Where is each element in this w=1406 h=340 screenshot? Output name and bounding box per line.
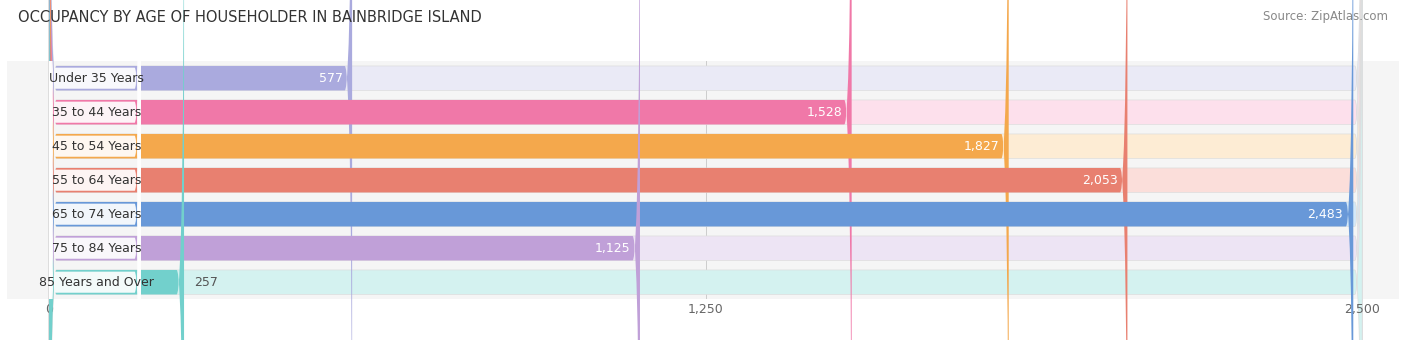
- FancyBboxPatch shape: [49, 0, 1362, 340]
- FancyBboxPatch shape: [49, 0, 141, 340]
- Text: 45 to 54 Years: 45 to 54 Years: [52, 140, 142, 153]
- FancyBboxPatch shape: [49, 0, 141, 340]
- Text: 55 to 64 Years: 55 to 64 Years: [52, 174, 142, 187]
- Text: 85 Years and Over: 85 Years and Over: [39, 276, 155, 289]
- FancyBboxPatch shape: [49, 0, 1362, 340]
- FancyBboxPatch shape: [49, 0, 1128, 340]
- FancyBboxPatch shape: [49, 0, 184, 340]
- Text: 577: 577: [319, 72, 343, 85]
- FancyBboxPatch shape: [49, 0, 141, 340]
- FancyBboxPatch shape: [49, 0, 1362, 340]
- Text: 1,827: 1,827: [963, 140, 1000, 153]
- FancyBboxPatch shape: [49, 0, 1362, 340]
- FancyBboxPatch shape: [49, 0, 1353, 340]
- FancyBboxPatch shape: [49, 0, 141, 340]
- FancyBboxPatch shape: [49, 0, 141, 340]
- Text: 257: 257: [194, 276, 218, 289]
- Text: 75 to 84 Years: 75 to 84 Years: [52, 242, 142, 255]
- Text: 65 to 74 Years: 65 to 74 Years: [52, 208, 142, 221]
- FancyBboxPatch shape: [49, 0, 1362, 340]
- Text: 2,483: 2,483: [1308, 208, 1343, 221]
- Text: 1,125: 1,125: [595, 242, 630, 255]
- FancyBboxPatch shape: [49, 0, 141, 340]
- FancyBboxPatch shape: [49, 0, 852, 340]
- FancyBboxPatch shape: [49, 0, 352, 340]
- Text: 1,528: 1,528: [807, 106, 842, 119]
- FancyBboxPatch shape: [49, 0, 1008, 340]
- Text: Source: ZipAtlas.com: Source: ZipAtlas.com: [1263, 10, 1388, 23]
- FancyBboxPatch shape: [49, 0, 141, 340]
- Text: 35 to 44 Years: 35 to 44 Years: [52, 106, 142, 119]
- Text: Under 35 Years: Under 35 Years: [49, 72, 145, 85]
- Text: OCCUPANCY BY AGE OF HOUSEHOLDER IN BAINBRIDGE ISLAND: OCCUPANCY BY AGE OF HOUSEHOLDER IN BAINB…: [18, 10, 482, 25]
- FancyBboxPatch shape: [49, 0, 1362, 340]
- FancyBboxPatch shape: [49, 0, 640, 340]
- Text: 2,053: 2,053: [1083, 174, 1118, 187]
- FancyBboxPatch shape: [49, 0, 1362, 340]
